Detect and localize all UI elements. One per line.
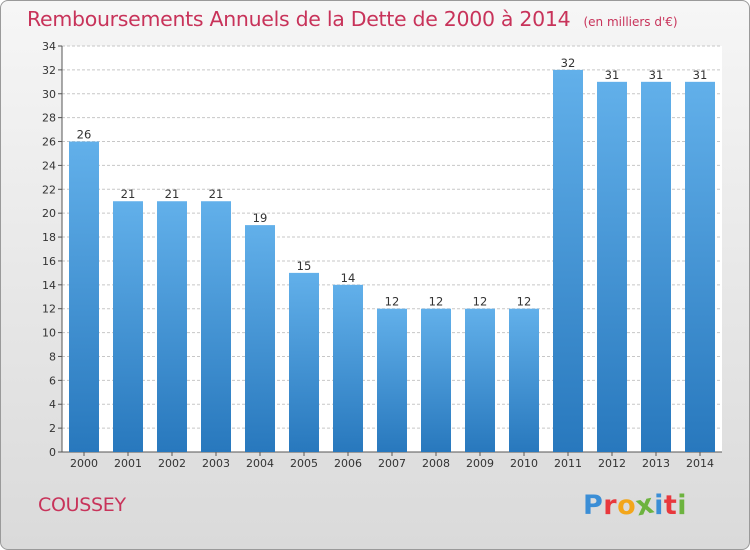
data-label-2010: 12 [517, 295, 532, 309]
x-tick-label-2007: 2007 [378, 457, 406, 470]
y-tick-label: 32 [42, 64, 56, 77]
title-row: Remboursements Annuels de la Dette de 20… [27, 7, 678, 31]
x-tick-label-2005: 2005 [290, 457, 318, 470]
x-tick-label-2011: 2011 [554, 457, 582, 470]
proxiti-logo: Proxiti [583, 488, 688, 522]
y-tick-label: 28 [42, 112, 56, 125]
x-tick-label-2014: 2014 [686, 457, 714, 470]
bar-2003 [201, 201, 231, 452]
data-label-2006: 14 [341, 271, 356, 285]
x-tick-label-2002: 2002 [158, 457, 186, 470]
bar-2007 [377, 308, 407, 452]
y-tick-label: 0 [49, 446, 56, 459]
x-tick-label-2000: 2000 [70, 457, 98, 470]
bar-2009 [465, 308, 495, 452]
x-tick-label-2008: 2008 [422, 457, 450, 470]
bar-2010 [509, 308, 539, 452]
x-tick-label-2006: 2006 [334, 457, 362, 470]
bar-2008 [421, 308, 451, 452]
y-tick-label: 30 [42, 88, 56, 101]
bar-2014 [685, 81, 715, 452]
data-label-2008: 12 [429, 295, 444, 309]
data-label-2013: 31 [649, 68, 664, 82]
y-tick-label: 20 [42, 207, 56, 220]
y-tick-label: 2 [49, 422, 56, 435]
data-label-2001: 21 [121, 187, 136, 201]
x-tick-label-2013: 2013 [642, 457, 670, 470]
logo-letter: P [583, 490, 604, 521]
data-label-2009: 12 [473, 295, 488, 309]
logo-letter: t [663, 490, 678, 521]
bar-2001 [113, 201, 143, 452]
y-tick-label: 22 [42, 183, 56, 196]
data-label-2007: 12 [385, 295, 400, 309]
logo-letter: i [677, 490, 688, 521]
bar-2006 [333, 284, 363, 452]
data-label-2002: 21 [165, 187, 180, 201]
x-tick-label-2001: 2001 [114, 457, 142, 470]
city-name: COUSSEY [38, 494, 126, 516]
y-tick-label: 26 [42, 136, 56, 149]
bar-2012 [597, 81, 627, 452]
y-tick-label: 16 [42, 255, 56, 268]
bar-2005 [289, 272, 319, 452]
y-tick-label: 12 [42, 303, 56, 316]
x-tick-label-2003: 2003 [202, 457, 230, 470]
logo-letter: i [654, 490, 664, 521]
chart-title: Remboursements Annuels de la Dette de 20… [27, 7, 571, 31]
y-tick-label: 4 [49, 398, 56, 411]
bar-2011 [553, 69, 583, 452]
y-tick-label: 8 [49, 350, 56, 363]
chart-unit: (en milliers d'€) [583, 15, 678, 29]
logo-letter: r [603, 490, 618, 521]
x-tick-label-2009: 2009 [466, 457, 494, 470]
y-tick-label: 10 [42, 327, 56, 340]
data-label-2003: 21 [209, 187, 224, 201]
x-tick-label-2010: 2010 [510, 457, 538, 470]
bar-2002 [157, 201, 187, 452]
logo-letter: o [617, 490, 637, 521]
bar-2000 [69, 141, 99, 452]
data-label-2012: 31 [605, 68, 620, 82]
x-tick-label-2012: 2012 [598, 457, 626, 470]
y-tick-label: 24 [42, 159, 56, 172]
data-label-2004: 19 [253, 211, 268, 225]
bar-2013 [641, 81, 671, 452]
x-tick-label-2004: 2004 [246, 457, 274, 470]
y-tick-label: 18 [42, 231, 56, 244]
bar-2004 [245, 225, 275, 452]
y-tick-label: 6 [49, 374, 56, 387]
data-label-2005: 15 [297, 259, 312, 273]
y-tick-label: 34 [42, 40, 56, 53]
y-tick-label: 14 [42, 279, 56, 292]
data-label-2011: 32 [561, 56, 576, 70]
data-label-2014: 31 [693, 68, 708, 82]
data-label-2000: 26 [77, 128, 92, 142]
